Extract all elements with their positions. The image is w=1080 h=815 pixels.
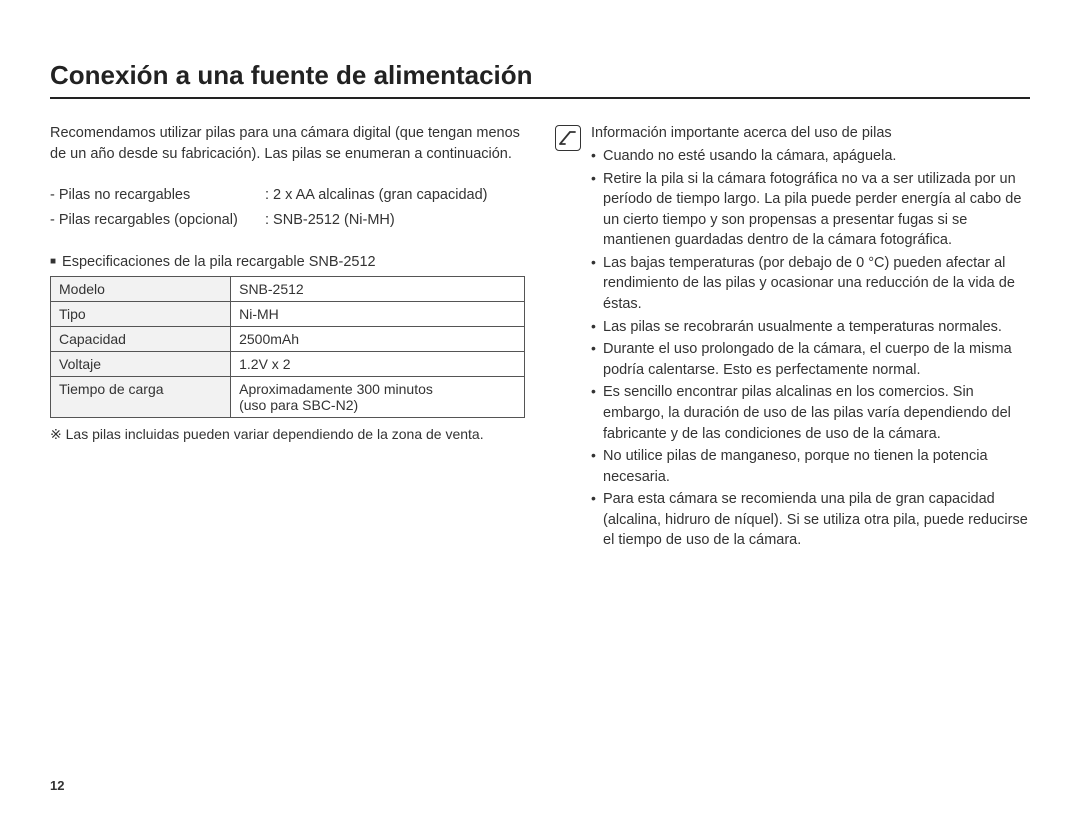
list-item: Cuando no esté usando la cámara, apáguel… (591, 146, 1030, 167)
list-item: No utilice pilas de manganeso, porque no… (591, 446, 1030, 487)
table-note: ※ Las pilas incluidas pueden variar depe… (50, 426, 525, 443)
info-heading: Información importante acerca del uso de… (591, 123, 1030, 144)
note-icon (555, 125, 581, 151)
list-item: Retire la pila si la cámara fotográfica … (591, 169, 1030, 251)
table-row: Voltaje 1.2V x 2 (51, 352, 525, 377)
table-row: Tiempo de carga Aproximadamente 300 minu… (51, 377, 525, 418)
battery-lines: - Pilas no recargables : 2 x AA alcalina… (50, 183, 525, 232)
list-item: Durante el uso prolongado de la cámara, … (591, 339, 1030, 380)
list-item: Las pilas se recobrarán usualmente a tem… (591, 317, 1030, 338)
cell-value: 2500mAh (231, 327, 525, 352)
cell-value: SNB-2512 (231, 277, 525, 302)
cell-label: Voltaje (51, 352, 231, 377)
list-item: Para esta cámara se recomienda una pila … (591, 489, 1030, 551)
line-rechargeable: - Pilas recargables (opcional) : SNB-251… (50, 208, 525, 233)
cell-value: Ni-MH (231, 302, 525, 327)
cell-label: Capacidad (51, 327, 231, 352)
cell-label: Tipo (51, 302, 231, 327)
spec-table: Modelo SNB-2512 Tipo Ni-MH Capacidad 250… (50, 276, 525, 418)
right-column: Información importante acerca del uso de… (555, 123, 1030, 553)
line-value: : SNB-2512 (Ni-MH) (265, 208, 525, 233)
page-number: 12 (50, 778, 64, 793)
cell-label: Modelo (51, 277, 231, 302)
table-row: Tipo Ni-MH (51, 302, 525, 327)
intro-paragraph: Recomendamos utilizar pilas para una cám… (50, 123, 525, 165)
left-column: Recomendamos utilizar pilas para una cám… (50, 123, 525, 553)
list-item: Las bajas temperaturas (por debajo de 0 … (591, 253, 1030, 315)
line-label: - Pilas recargables (opcional) (50, 208, 265, 233)
info-bullets: Cuando no esté usando la cámara, apáguel… (591, 146, 1030, 551)
table-caption: Especificaciones de la pila recargable S… (50, 254, 525, 270)
line-label: - Pilas no recargables (50, 183, 265, 208)
list-item: Es sencillo encontrar pilas alcalinas en… (591, 382, 1030, 444)
info-block: Información importante acerca del uso de… (555, 123, 1030, 553)
cell-value: 1.2V x 2 (231, 352, 525, 377)
table-row: Modelo SNB-2512 (51, 277, 525, 302)
line-nonrechargeable: - Pilas no recargables : 2 x AA alcalina… (50, 183, 525, 208)
page-title: Conexión a una fuente de alimentación (50, 60, 1030, 99)
cell-label: Tiempo de carga (51, 377, 231, 418)
columns-wrapper: Recomendamos utilizar pilas para una cám… (50, 123, 1030, 553)
table-row: Capacidad 2500mAh (51, 327, 525, 352)
info-body: Información importante acerca del uso de… (591, 123, 1030, 553)
cell-value: Aproximadamente 300 minutos (uso para SB… (231, 377, 525, 418)
line-value: : 2 x AA alcalinas (gran capacidad) (265, 183, 525, 208)
